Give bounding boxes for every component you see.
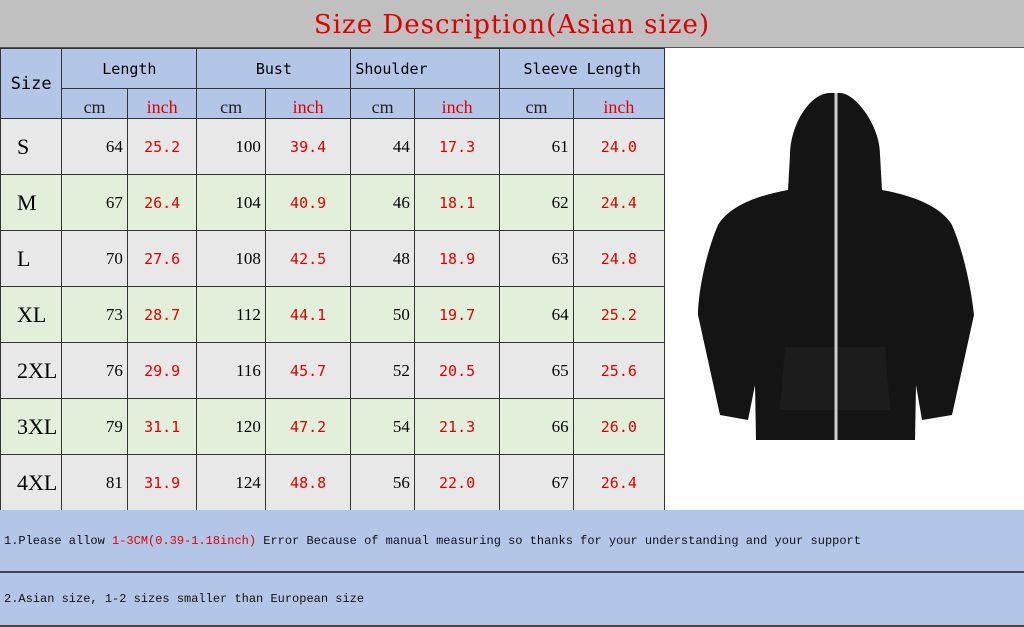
sleeve-in-cell: 24.0: [572, 118, 666, 175]
length-in-cell: 31.1: [126, 398, 198, 455]
sleeve-in-cell: 24.8: [572, 230, 666, 287]
table-row: M 67 26.4 104 40.9 46 18.1 62 24.4: [0, 174, 666, 231]
shoulder-in-cell: 19.7: [413, 286, 501, 343]
header-size: Size: [0, 48, 63, 119]
length-cm-cell: 70: [61, 230, 128, 287]
bust-cm-cell: 108: [196, 230, 266, 287]
table-row: 3XL 79 31.1 120 47.2 54 21.3 66 26.0: [0, 398, 666, 455]
note-text: Error Because of manual measuring so tha…: [256, 533, 861, 548]
unit-inch: inch: [264, 88, 352, 119]
length-cm-cell: 64: [61, 118, 128, 175]
table-row: L 70 27.6 108 42.5 48 18.9 63 24.8: [0, 230, 666, 287]
length-in-cell: 28.7: [126, 286, 198, 343]
size-cell: S: [0, 118, 63, 175]
length-in-cell: 31.9: [126, 454, 198, 511]
shoulder-in-cell: 22.0: [413, 454, 501, 511]
bust-in-cell: 47.2: [264, 398, 352, 455]
note-asian-size: 2.Asian size, 1-2 sizes smaller than Eur…: [0, 573, 1024, 627]
table-row: S 64 25.2 100 39.4 44 17.3 61 24.0: [0, 118, 666, 175]
length-in-cell: 26.4: [126, 174, 198, 231]
unit-inch: inch: [413, 88, 501, 119]
shoulder-in-cell: 18.9: [413, 230, 501, 287]
table-row: XL 73 28.7 112 44.1 50 19.7 64 25.2: [0, 286, 666, 343]
shoulder-cm-cell: 46: [350, 174, 415, 231]
hoodie-image: [698, 93, 974, 440]
bust-cm-cell: 100: [196, 118, 266, 175]
shoulder-cm-cell: 56: [350, 454, 415, 511]
header-shoulder: Shoulder: [350, 48, 501, 89]
bust-in-cell: 40.9: [264, 174, 352, 231]
length-in-cell: 27.6: [126, 230, 198, 287]
bust-in-cell: 39.4: [264, 118, 352, 175]
sleeve-in-cell: 26.4: [572, 454, 666, 511]
shoulder-cm-cell: 48: [350, 230, 415, 287]
shoulder-cm-cell: 50: [350, 286, 415, 343]
sleeve-cm-cell: 62: [499, 174, 574, 231]
length-in-cell: 25.2: [126, 118, 198, 175]
bust-cm-cell: 104: [196, 174, 266, 231]
bust-cm-cell: 112: [196, 286, 266, 343]
bust-in-cell: 44.1: [264, 286, 352, 343]
length-cm-cell: 73: [61, 286, 128, 343]
unit-cm: cm: [350, 88, 415, 119]
bust-in-cell: 42.5: [264, 230, 352, 287]
bust-in-cell: 45.7: [264, 342, 352, 399]
shoulder-cm-cell: 44: [350, 118, 415, 175]
shoulder-cm-cell: 54: [350, 398, 415, 455]
shoulder-in-cell: 17.3: [413, 118, 501, 175]
note-measurement-error: 1.Please allow 1-3CM(0.39-1.18inch) Erro…: [0, 510, 1024, 573]
sleeve-cm-cell: 64: [499, 286, 574, 343]
bust-cm-cell: 120: [196, 398, 266, 455]
size-cell: 4XL: [0, 454, 63, 511]
sleeve-cm-cell: 61: [499, 118, 574, 175]
unit-cm: cm: [499, 88, 574, 119]
size-cell: XL: [0, 286, 63, 343]
note-text: 1.Please allow: [4, 533, 113, 548]
bust-in-cell: 48.8: [264, 454, 352, 511]
bust-cm-cell: 116: [196, 342, 266, 399]
shoulder-cm-cell: 52: [350, 342, 415, 399]
table-row: 2XL 76 29.9 116 45.7 52 20.5 65 25.6: [0, 342, 666, 399]
sleeve-cm-cell: 67: [499, 454, 574, 511]
size-cell: L: [0, 230, 63, 287]
length-cm-cell: 79: [61, 398, 128, 455]
shoulder-in-cell: 20.5: [413, 342, 501, 399]
header-sleeve: Sleeve Length: [499, 48, 665, 89]
note-text: 2.Asian size, 1-2 sizes smaller than Eur…: [4, 592, 365, 606]
size-cell: 2XL: [0, 342, 63, 399]
length-in-cell: 29.9: [126, 342, 198, 399]
length-cm-cell: 67: [61, 174, 128, 231]
sleeve-in-cell: 26.0: [572, 398, 666, 455]
header-length: Length: [61, 48, 198, 89]
unit-inch: inch: [126, 88, 198, 119]
table-row: 4XL 81 31.9 124 48.8 56 22.0 67 26.4: [0, 454, 666, 511]
length-cm-cell: 81: [61, 454, 128, 511]
shoulder-in-cell: 18.1: [413, 174, 501, 231]
sleeve-in-cell: 25.2: [572, 286, 666, 343]
shoulder-in-cell: 21.3: [413, 398, 501, 455]
length-cm-cell: 76: [61, 342, 128, 399]
unit-inch: inch: [572, 88, 666, 119]
sleeve-in-cell: 24.4: [572, 174, 666, 231]
sleeve-cm-cell: 65: [499, 342, 574, 399]
page-title: Size Description(Asian size): [0, 0, 1024, 48]
unit-cm: cm: [61, 88, 128, 119]
sleeve-in-cell: 25.6: [572, 342, 666, 399]
size-cell: M: [0, 174, 63, 231]
size-table: Size Length Bust Shoulder Sleeve Length …: [0, 48, 666, 511]
sleeve-cm-cell: 66: [499, 398, 574, 455]
note-highlight: 1-3CM(0.39-1.18inch): [112, 533, 257, 548]
bust-cm-cell: 124: [196, 454, 266, 511]
unit-cm: cm: [196, 88, 266, 119]
header-bust: Bust: [196, 48, 352, 89]
size-cell: 3XL: [0, 398, 63, 455]
sleeve-cm-cell: 63: [499, 230, 574, 287]
